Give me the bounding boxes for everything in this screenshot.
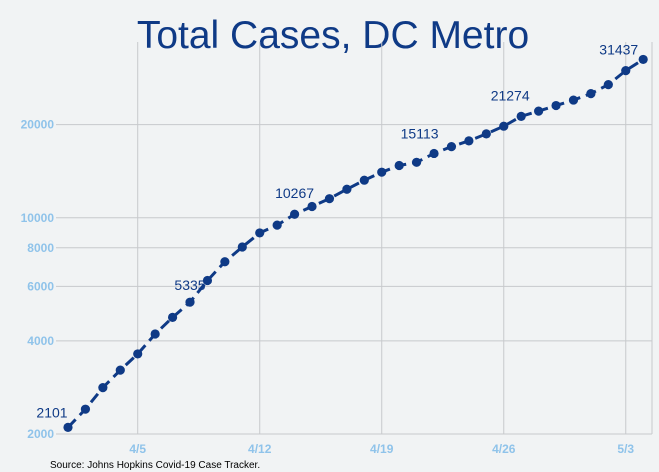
data-point — [534, 106, 544, 116]
x-tick-label: 4/26 — [492, 442, 516, 456]
x-tick-label: 5/3 — [617, 442, 634, 456]
series-line — [66, 58, 645, 429]
data-point — [150, 329, 160, 339]
data-point — [307, 201, 317, 212]
data-point — [586, 89, 596, 99]
x-tick-label: 4/5 — [129, 442, 146, 456]
data-point — [551, 100, 561, 111]
data-point — [342, 184, 352, 194]
data-point — [394, 160, 404, 171]
data-point — [80, 404, 91, 414]
data-point — [516, 111, 526, 121]
y-tick-label: 2000 — [27, 427, 54, 441]
data-point — [464, 136, 474, 146]
grid-lines — [56, 42, 653, 435]
data-point — [115, 365, 125, 375]
axis-labels: 2000 4000 6000 8000 10000 20000 4/5 4/12 4/19 4/2… — [21, 118, 635, 456]
data-label: 5335 — [174, 277, 205, 293]
data-point — [289, 209, 300, 219]
series-cases — [63, 54, 648, 432]
data-label: 31437 — [599, 42, 638, 58]
y-tick-label: 10000 — [21, 211, 55, 225]
y-tick-label: 6000 — [27, 279, 54, 293]
data-point — [63, 422, 73, 432]
chart-title: Total Cases, DC Metro — [137, 14, 529, 57]
data-point — [603, 80, 613, 90]
data-point — [481, 129, 491, 139]
data-point — [377, 167, 387, 177]
data-label: 2101 — [36, 404, 67, 420]
x-tick-label: 4/19 — [370, 442, 394, 456]
data-point — [568, 95, 579, 105]
data-point — [237, 242, 247, 252]
data-point — [202, 275, 213, 286]
data-point — [272, 220, 282, 230]
data-point — [324, 194, 335, 204]
data-label: 15113 — [401, 125, 439, 141]
data-point — [255, 228, 265, 238]
y-tick-label: 20000 — [21, 118, 55, 132]
data-point — [638, 54, 648, 65]
y-tick-label: 8000 — [27, 241, 54, 255]
data-labels: 2101 5335 10267 15113 21274 31437 — [36, 42, 638, 421]
x-tick-label: 4/12 — [248, 442, 272, 456]
data-point — [98, 383, 108, 393]
source-note: Source: Johns Hopkins Covid-19 Case Trac… — [50, 460, 260, 471]
data-point — [167, 312, 178, 322]
data-label: 21274 — [491, 87, 530, 103]
data-point — [185, 297, 195, 307]
data-point — [499, 121, 509, 131]
data-point — [446, 142, 457, 152]
data-point — [412, 157, 422, 167]
data-point — [220, 257, 230, 267]
data-point — [133, 349, 143, 359]
data-label: 10267 — [275, 185, 314, 201]
data-point — [621, 66, 631, 76]
data-point — [429, 148, 439, 159]
data-point — [359, 175, 369, 185]
y-tick-label: 4000 — [27, 334, 54, 348]
